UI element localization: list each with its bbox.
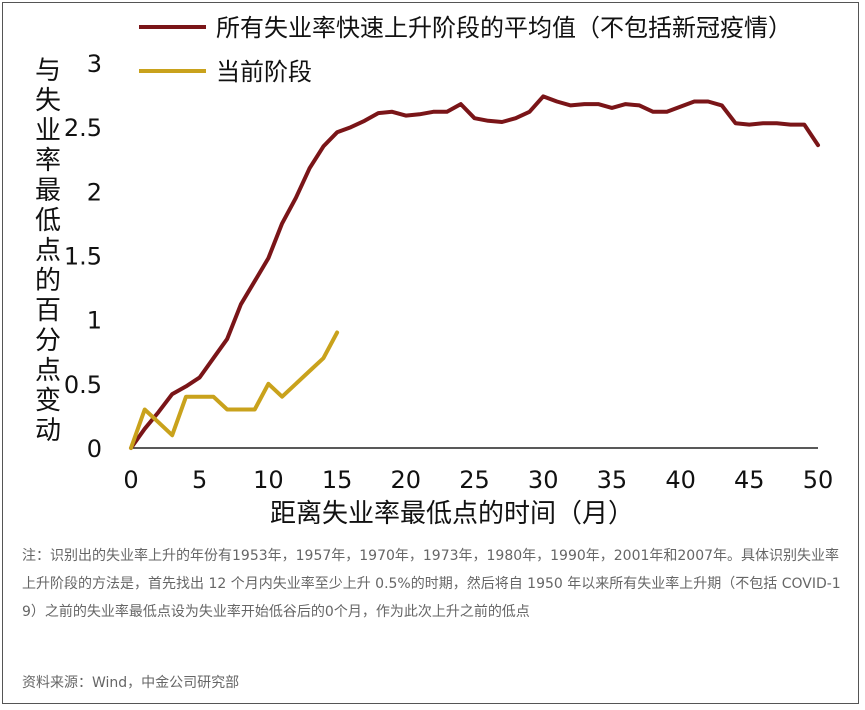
x-tick-label: 5 [192, 466, 207, 494]
y-tick-label: 1 [87, 307, 102, 335]
x-tick-label: 25 [459, 466, 490, 494]
x-tick-label: 35 [597, 466, 628, 494]
y-tick-label: 2.5 [64, 114, 102, 142]
y-tick-label: 1.5 [64, 243, 102, 271]
source-note: 资料来源：Wind，中金公司研究部 [22, 675, 240, 691]
y-tick-label: 2 [87, 178, 102, 206]
x-tick-label: 45 [734, 466, 765, 494]
footnote: 注：识别出的失业率上升的年份有1953年，1957年，1970年，1973年，1… [22, 548, 841, 620]
x-axis-label: 距离失业率最低点的时间（月） [270, 499, 634, 529]
x-tick-label: 15 [322, 466, 353, 494]
x-tick-label: 10 [253, 466, 284, 494]
y-tick-label: 0 [87, 435, 102, 463]
chart-frame [2, 2, 859, 704]
y-tick-label: 3 [87, 50, 102, 78]
series-line-current [129, 330, 340, 450]
x-tick-label: 0 [123, 466, 138, 494]
y-tick-label: 0.5 [64, 371, 102, 399]
x-tick-label: 40 [665, 466, 696, 494]
x-tick-label: 20 [391, 466, 422, 494]
y-axis-label: 与失业率最低点的百分点变动 [34, 56, 61, 446]
series-line-average [129, 94, 820, 450]
legend-label: 当前阶段 [216, 58, 312, 86]
x-tick-label: 50 [803, 466, 834, 494]
x-tick-label: 30 [528, 466, 559, 494]
legend-label: 所有失业率快速上升阶段的平均值（不包括新冠疫情） [216, 14, 792, 42]
